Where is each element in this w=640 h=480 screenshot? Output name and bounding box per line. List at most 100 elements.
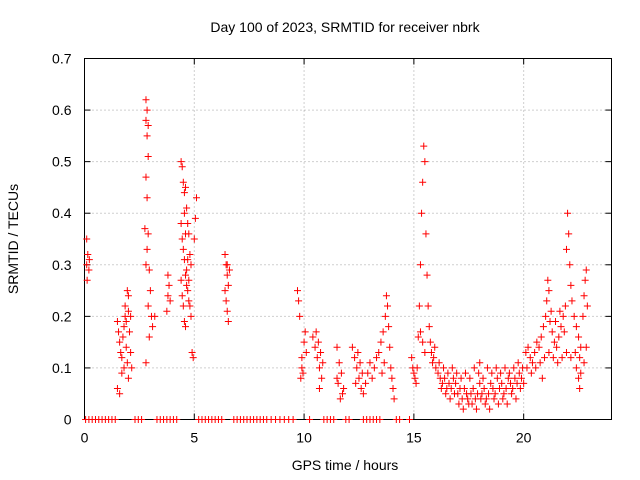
data-point-marker [485, 390, 493, 398]
data-point-marker [182, 230, 190, 238]
data-point-marker [571, 348, 579, 356]
data-point-marker [122, 343, 130, 351]
data-point-marker [119, 333, 127, 341]
data-point-marker [297, 374, 305, 382]
data-point-marker [298, 364, 306, 372]
x-axis-title: GPS time / hours [292, 457, 399, 473]
data-point-marker [85, 256, 93, 264]
data-point-marker [296, 312, 304, 320]
data-point-marker [552, 318, 560, 326]
data-point-marker [390, 395, 398, 403]
data-point-marker [128, 364, 136, 372]
data-point-marker [370, 364, 378, 372]
data-point-marker [185, 297, 193, 305]
data-point-marker [313, 354, 321, 362]
data-point-marker [566, 261, 574, 269]
data-point-marker [223, 261, 231, 269]
data-point-marker [517, 374, 525, 382]
data-point-marker [300, 338, 308, 346]
data-point-marker [553, 343, 561, 351]
data-point-marker [502, 385, 510, 393]
data-point-marker [183, 266, 191, 274]
data-point-marker [127, 312, 135, 320]
data-point-marker [549, 354, 557, 362]
x-tick-labels: 0 5 10 15 20 [81, 430, 532, 446]
data-point-marker [548, 328, 556, 336]
data-point-marker [509, 385, 517, 393]
chart-title: Day 100 of 2023, SRMTID for receiver nbr… [210, 19, 480, 35]
data-point-marker [572, 364, 580, 372]
data-point-marker [524, 343, 532, 351]
data-point-marker [295, 297, 303, 305]
data-point-marker [187, 261, 195, 269]
data-point-marker [476, 359, 484, 367]
data-point-marker [580, 359, 588, 367]
data-point-marker [555, 333, 563, 341]
data-point-marker [523, 364, 531, 372]
data-point-marker [120, 323, 128, 331]
data-point-marker [184, 220, 192, 228]
data-point-marker [520, 379, 528, 387]
data-point-marker [318, 374, 326, 382]
data-point-marker [317, 348, 325, 356]
data-point-marker [166, 297, 174, 305]
data-point-marker [582, 343, 590, 351]
data-point-marker [311, 343, 319, 351]
data-point-marker [223, 271, 231, 279]
data-point-marker [336, 395, 344, 403]
data-point-marker [381, 312, 389, 320]
data-point-marker [497, 369, 505, 377]
data-point-marker [562, 245, 570, 253]
data-point-marker [468, 400, 476, 408]
data-point-marker [359, 390, 367, 398]
data-point-marker [144, 122, 152, 130]
data-point-marker [570, 312, 578, 320]
data-point-marker [493, 374, 501, 382]
data-point-marker [538, 374, 546, 382]
data-point-marker [191, 214, 199, 222]
data-point-marker [429, 359, 437, 367]
data-point-marker [306, 416, 314, 423]
data-point-marker [581, 276, 589, 284]
data-point-marker [418, 209, 426, 217]
data-point-marker [477, 395, 485, 403]
data-point-marker [491, 390, 499, 398]
data-point-marker [450, 390, 458, 398]
data-point-marker [224, 318, 232, 326]
data-point-marker [178, 292, 186, 300]
data-point-marker [416, 328, 424, 336]
data-point-marker [541, 354, 549, 362]
data-point-marker [531, 348, 539, 356]
data-point-marker [177, 276, 185, 284]
data-point-marker [488, 369, 496, 377]
data-point-marker [460, 385, 468, 393]
data-point-marker [423, 271, 431, 279]
data-point-marker [123, 287, 131, 295]
data-point-marker [121, 302, 129, 310]
data-point-marker [513, 379, 521, 387]
y-tick-labels: 0 0.1 0.2 0.3 0.4 0.5 0.6 0.7 [52, 51, 72, 428]
data-point-marker [182, 271, 190, 279]
data-point-marker [120, 364, 128, 372]
data-point-marker [127, 348, 135, 356]
data-point-marker [351, 354, 359, 362]
data-point-marker [141, 225, 149, 233]
data-point-marker [180, 189, 188, 197]
data-point-marker [572, 323, 580, 331]
data-point-marker [177, 158, 185, 166]
data-point-marker [554, 359, 562, 367]
data-point-marker [143, 194, 151, 202]
data-point-marker [508, 390, 516, 398]
axis-ticks [84, 58, 612, 420]
data-point-marker [564, 209, 572, 217]
data-point-marker [386, 343, 394, 351]
data-point-marker [419, 178, 427, 186]
data-point-marker [124, 292, 132, 300]
data-point-marker [142, 96, 150, 104]
data-point-marker [116, 390, 124, 398]
data-point-marker [430, 354, 438, 362]
data-point-marker [117, 348, 125, 356]
data-point-marker [315, 385, 323, 393]
data-point-marker [438, 379, 446, 387]
